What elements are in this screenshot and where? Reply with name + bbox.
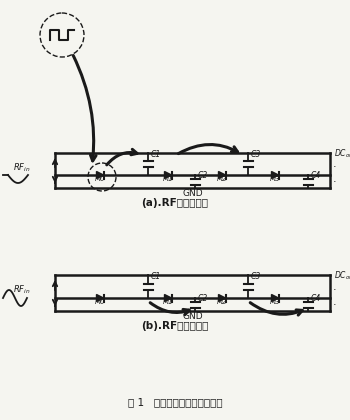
Polygon shape (218, 171, 225, 178)
Text: (a).RF信号负半周: (a).RF信号负半周 (141, 198, 209, 208)
Polygon shape (272, 294, 279, 302)
Polygon shape (97, 171, 104, 178)
Polygon shape (272, 171, 279, 178)
Text: $DC_{out}$: $DC_{out}$ (334, 270, 350, 283)
Polygon shape (97, 294, 104, 302)
Text: $DC_{out}$: $DC_{out}$ (334, 148, 350, 160)
Text: M0: M0 (95, 299, 105, 305)
Text: M3: M3 (270, 176, 280, 182)
Text: C4: C4 (311, 294, 321, 303)
Text: C2: C2 (198, 294, 208, 303)
Text: ·: · (333, 285, 337, 295)
Text: 图 1   倍压结构的电源恢复电路: 图 1 倍压结构的电源恢复电路 (128, 397, 222, 407)
Text: C3: C3 (251, 272, 261, 281)
Text: $RF_{in}$: $RF_{in}$ (13, 161, 31, 173)
Text: ·: · (333, 300, 337, 310)
Text: C4: C4 (311, 171, 321, 180)
Polygon shape (164, 294, 172, 302)
Text: GND: GND (182, 189, 203, 198)
Text: ·: · (333, 162, 337, 172)
Text: ·: · (333, 177, 337, 187)
Text: GND: GND (182, 312, 203, 321)
Polygon shape (164, 171, 172, 178)
Text: M0: M0 (95, 176, 105, 182)
Text: C1: C1 (151, 150, 161, 159)
Text: $RF_{in}$: $RF_{in}$ (13, 284, 31, 297)
Text: M2: M2 (217, 299, 227, 305)
Text: C3: C3 (251, 150, 261, 159)
Text: C1: C1 (151, 272, 161, 281)
Text: M1: M1 (163, 299, 173, 305)
Text: M2: M2 (217, 176, 227, 182)
Polygon shape (218, 294, 225, 302)
Text: C2: C2 (198, 171, 208, 180)
Text: M1: M1 (163, 176, 173, 182)
Text: (b).RF信号正半周: (b).RF信号正半周 (141, 321, 209, 331)
Text: M3: M3 (270, 299, 280, 305)
